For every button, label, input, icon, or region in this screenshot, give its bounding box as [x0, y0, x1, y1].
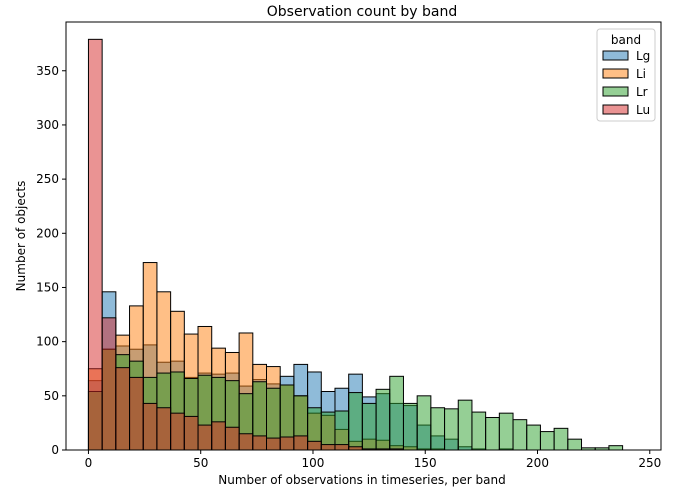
bar-lu — [87, 38, 103, 451]
bar-lu — [307, 440, 322, 451]
bar-lr — [389, 375, 404, 451]
legend-items: Lg Li Lr Lu — [602, 49, 650, 117]
legend-label-lg: Lg — [636, 49, 650, 63]
bar-lr — [553, 427, 569, 451]
legend: band Lg Li Lr Lu — [596, 28, 656, 122]
legend-title: band — [611, 33, 641, 47]
bar-lu — [129, 376, 144, 451]
legend-label-li: Li — [636, 67, 646, 81]
bar-lu — [334, 444, 350, 451]
y-tick-label: 200 — [36, 226, 59, 240]
y-tick-label: 100 — [36, 335, 59, 349]
chart-title: Observation count by band — [267, 4, 458, 20]
bar-lr — [375, 388, 391, 451]
bar-lr — [498, 412, 514, 451]
x-tick-label: 100 — [302, 456, 325, 470]
bar-lu — [320, 444, 336, 451]
bar-lu — [115, 367, 131, 451]
legend-swatch-li — [602, 68, 629, 79]
bar-lr — [444, 408, 459, 451]
bar-lu — [183, 415, 199, 451]
bar-lu — [293, 435, 309, 451]
x-tick-label: 250 — [638, 456, 661, 470]
y-tick-label: 50 — [44, 389, 59, 403]
bar-lr — [471, 411, 487, 451]
x-axis-label: Number of observations in timeseries, pe… — [218, 473, 505, 487]
legend-swatch-lr — [602, 86, 629, 97]
bar-lu — [197, 424, 213, 451]
x-tick-label: 0 — [85, 456, 93, 470]
bar-lu — [266, 437, 281, 451]
y-tick-label: 300 — [36, 118, 59, 132]
bar-lr — [539, 431, 555, 451]
y-axis-ticks: 0 50 100 150 200 250 300 350 — [36, 64, 66, 457]
bar-lr — [567, 438, 583, 451]
bar-lr — [430, 407, 446, 451]
y-tick-label: 0 — [51, 443, 59, 457]
bar-lr — [608, 445, 624, 451]
x-tick-label: 50 — [193, 456, 208, 470]
bar-lu — [279, 436, 295, 451]
y-tick-label: 250 — [36, 172, 59, 186]
bar-lu — [170, 412, 185, 451]
legend-label-lu: Lu — [636, 103, 650, 117]
bar-lu — [238, 433, 254, 451]
legend-swatch-lu — [602, 104, 629, 115]
bar-lr — [416, 395, 432, 451]
bars-layer — [87, 38, 624, 451]
y-axis-label: Number of objects — [14, 181, 28, 292]
bar-lu — [211, 421, 226, 451]
bar-lr — [457, 399, 473, 451]
bar-lu — [101, 317, 117, 451]
bar-lu — [252, 435, 268, 451]
bar-lu — [224, 426, 240, 451]
x-tick-label: 200 — [526, 456, 549, 470]
bar-lr — [402, 402, 418, 451]
bar-lu — [156, 407, 172, 451]
x-axis-ticks: 0 50 100 150 200 250 — [85, 450, 661, 470]
bar-lr — [526, 424, 541, 451]
x-tick-label: 150 — [414, 456, 437, 470]
y-tick-label: 350 — [36, 64, 59, 78]
legend-label-lr: Lr — [636, 85, 648, 99]
bar-lu — [142, 402, 158, 451]
bar-lr — [485, 416, 500, 451]
bar-lr — [361, 402, 377, 451]
legend-swatch-lg — [602, 50, 629, 61]
plot-frame — [65, 21, 662, 451]
bar-lr — [512, 419, 528, 451]
y-tick-label: 150 — [36, 280, 59, 294]
bar-lr — [348, 392, 363, 451]
